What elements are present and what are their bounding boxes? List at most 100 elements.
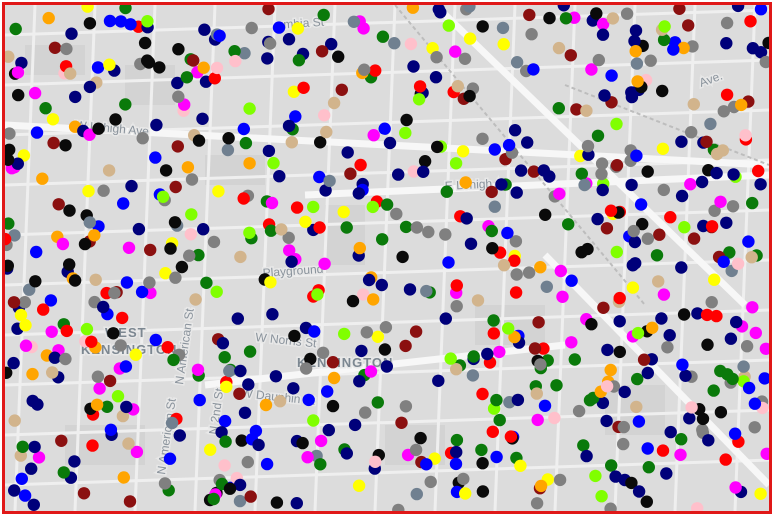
map-marker[interactable] <box>538 399 552 412</box>
map-marker[interactable] <box>404 37 418 51</box>
map-marker[interactable] <box>123 495 137 508</box>
map-marker[interactable] <box>720 216 733 229</box>
map-marker[interactable] <box>476 132 489 145</box>
map-marker[interactable] <box>595 167 608 181</box>
map-marker[interactable] <box>641 165 654 178</box>
map-marker[interactable] <box>632 415 646 428</box>
map-marker[interactable] <box>674 448 687 461</box>
map-marker[interactable] <box>383 136 397 150</box>
map-marker[interactable] <box>270 496 284 509</box>
map-marker[interactable] <box>442 19 455 32</box>
map-marker[interactable] <box>48 351 61 364</box>
map-marker[interactable] <box>233 478 247 492</box>
map-marker[interactable] <box>376 233 389 246</box>
map-marker[interactable] <box>414 431 427 445</box>
map-marker[interactable] <box>19 339 33 352</box>
map-marker[interactable] <box>497 259 511 272</box>
map-marker[interactable] <box>308 325 321 338</box>
map-marker[interactable] <box>620 7 634 20</box>
map-marker[interactable] <box>81 5 94 13</box>
map-marker[interactable] <box>613 345 626 359</box>
map-marker[interactable] <box>193 393 206 407</box>
map-marker[interactable] <box>210 61 224 75</box>
map-marker[interactable] <box>233 387 246 400</box>
map-marker[interactable] <box>264 276 277 289</box>
map-marker[interactable] <box>16 440 29 453</box>
map-marker[interactable] <box>266 308 279 321</box>
map-marker[interactable] <box>592 53 605 67</box>
map-marker[interactable] <box>9 22 22 36</box>
map-marker[interactable] <box>760 447 770 460</box>
map-marker[interactable] <box>719 453 732 466</box>
map-marker[interactable] <box>291 22 305 35</box>
map-marker[interactable] <box>8 414 21 427</box>
map-marker[interactable] <box>156 190 170 203</box>
map-marker[interactable] <box>606 12 620 25</box>
map-marker[interactable] <box>261 52 274 65</box>
map-marker[interactable] <box>476 387 489 401</box>
map-marker[interactable] <box>346 294 360 308</box>
map-marker[interactable] <box>552 102 565 115</box>
map-marker[interactable] <box>580 449 593 463</box>
map-marker[interactable] <box>601 343 614 357</box>
map-marker[interactable] <box>316 346 330 359</box>
map-marker[interactable] <box>691 502 704 511</box>
map-marker[interactable] <box>307 414 320 427</box>
map-marker[interactable] <box>36 172 49 185</box>
map-marker[interactable] <box>83 216 97 229</box>
map-marker[interactable] <box>431 140 444 154</box>
map-marker[interactable] <box>348 418 362 432</box>
map-marker[interactable] <box>337 205 350 219</box>
map-marker[interactable] <box>687 98 700 111</box>
map-marker[interactable] <box>46 366 59 379</box>
map-marker[interactable] <box>292 54 306 67</box>
map-marker[interactable] <box>700 308 714 322</box>
map-marker[interactable] <box>720 88 734 102</box>
map-marker[interactable] <box>141 15 154 28</box>
map-marker[interactable] <box>28 440 41 454</box>
map-marker[interactable] <box>476 20 489 33</box>
map-marker[interactable] <box>444 352 457 365</box>
map-marker[interactable] <box>114 15 128 28</box>
map-marker[interactable] <box>375 278 388 292</box>
map-marker[interactable] <box>600 222 614 235</box>
map-marker[interactable] <box>476 457 489 470</box>
map-marker[interactable] <box>172 43 185 56</box>
map-marker[interactable] <box>700 135 713 148</box>
map-marker[interactable] <box>759 55 769 69</box>
map-marker[interactable] <box>31 398 44 411</box>
map-marker[interactable] <box>265 196 279 210</box>
map-marker[interactable] <box>597 301 610 314</box>
map-marker[interactable] <box>532 316 545 329</box>
map-marker[interactable] <box>701 338 714 351</box>
map-marker[interactable] <box>212 185 225 198</box>
map-marker[interactable] <box>192 248 205 262</box>
map-marker[interactable] <box>354 158 367 172</box>
map-marker[interactable] <box>410 487 423 501</box>
map-marker[interactable] <box>442 256 455 269</box>
map-marker[interactable] <box>762 36 769 50</box>
map-marker[interactable] <box>340 221 353 234</box>
map-marker[interactable] <box>287 85 301 99</box>
map-marker[interactable] <box>675 261 688 274</box>
map-marker[interactable] <box>299 215 312 228</box>
map-marker[interactable] <box>625 90 639 104</box>
map-marker[interactable] <box>488 143 501 156</box>
map-marker[interactable] <box>314 434 328 448</box>
map-marker[interactable] <box>540 280 553 293</box>
map-marker[interactable] <box>676 358 689 371</box>
map-marker[interactable] <box>497 38 510 51</box>
map-marker[interactable] <box>124 18 137 31</box>
map-marker[interactable] <box>502 322 515 335</box>
map-marker[interactable] <box>262 144 276 158</box>
map-marker[interactable] <box>82 184 95 198</box>
map-marker[interactable] <box>508 330 521 344</box>
map-marker[interactable] <box>237 122 250 136</box>
map-marker[interactable] <box>296 436 309 450</box>
map-marker[interactable] <box>290 201 304 214</box>
map-marker[interactable] <box>476 485 490 498</box>
map-marker[interactable] <box>742 235 755 248</box>
map-marker[interactable] <box>282 119 296 133</box>
map-marker[interactable] <box>600 414 613 428</box>
map-marker[interactable] <box>488 200 501 213</box>
